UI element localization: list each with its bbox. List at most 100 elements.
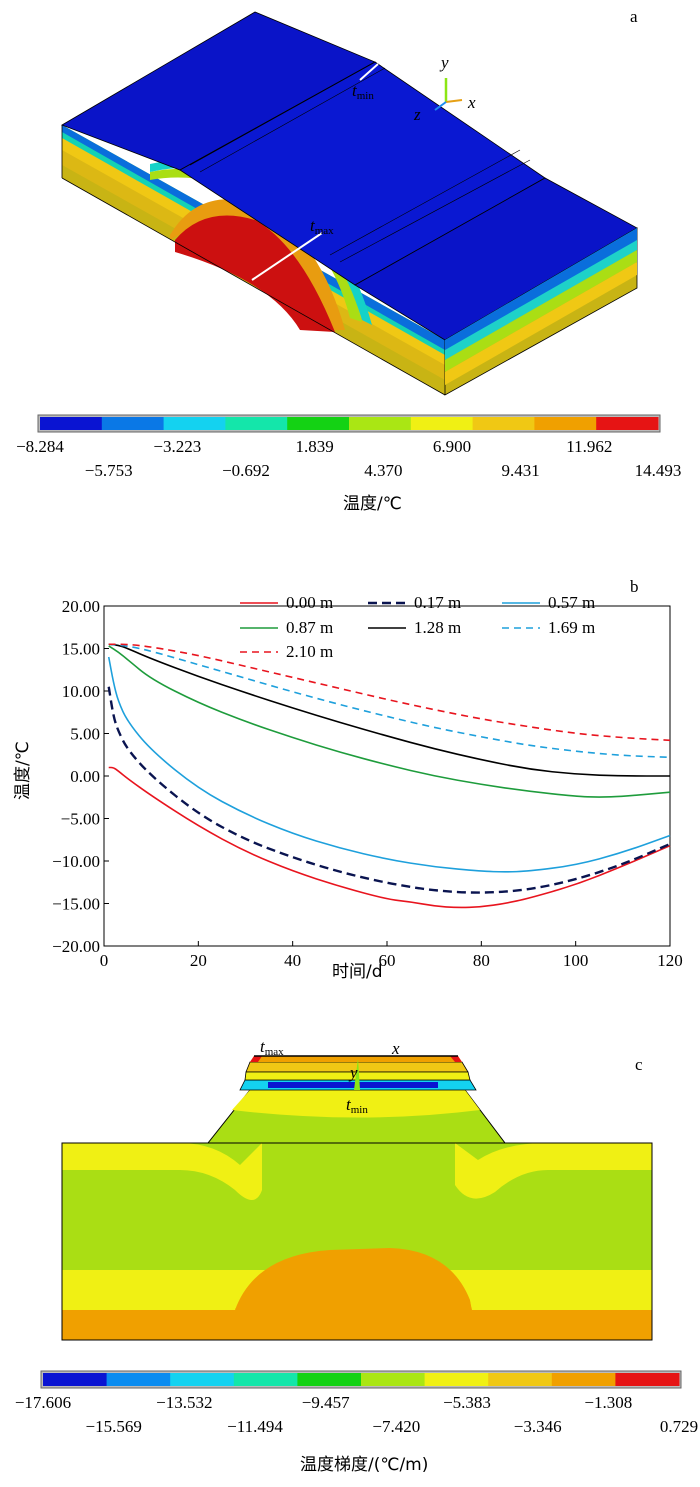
- legend-label: 2.10 m: [286, 642, 333, 661]
- colorbar-c-tick-label: −7.420: [372, 1417, 420, 1436]
- series-line-4: [108, 643, 670, 777]
- colorbar-a-tick-label: 9.431: [502, 461, 540, 480]
- colorbar-a-tick-label: −5.753: [85, 461, 133, 480]
- axis-x-label-a: x: [467, 93, 476, 112]
- t-max-label-c: tmax: [260, 1037, 284, 1058]
- legend: 0.00 m 0.17 m 0.57 m 0.87 m 1.28 m 1.69 m 2.10…: [240, 593, 595, 661]
- colorbar-a-tick-label: −0.692: [222, 461, 270, 480]
- y-tick-label: 20.00: [62, 597, 100, 616]
- colorbar-c-swatch: [551, 1373, 616, 1386]
- panel-c-letter: c: [635, 1055, 643, 1074]
- colorbar-a-swatch: [534, 417, 597, 430]
- colorbar-a-tick-label: −8.284: [16, 437, 64, 456]
- colorbar-c-tick-label: −3.346: [514, 1417, 562, 1436]
- colorbar-c-tick-label: −1.308: [584, 1393, 632, 1412]
- legend-label: 0.57 m: [548, 593, 595, 612]
- panel-b-letter: b: [630, 577, 639, 596]
- colorbar-a-swatch: [410, 417, 474, 430]
- subgrade-section: [61, 1142, 653, 1341]
- colorbar-c-tick-label: −17.606: [15, 1393, 71, 1412]
- colorbar-a-swatch: [225, 417, 288, 430]
- t-max-leader: [251, 232, 323, 281]
- colorbar-c-tick-label: −11.494: [227, 1417, 283, 1436]
- colorbar-a-tick-label: −3.223: [153, 437, 201, 456]
- t-min-label-a: tmin: [352, 81, 374, 102]
- x-tick-label: 0: [100, 951, 109, 970]
- colorbar-c-tick-label: −9.457: [302, 1393, 350, 1412]
- colorbar-c-label: 温度梯度/(℃/m): [300, 1455, 428, 1475]
- axis-y-label-a: y: [439, 53, 449, 72]
- t-max-label-a: tmax: [310, 216, 334, 237]
- series-line-1: [107, 686, 671, 894]
- legend-label: 0.17 m: [414, 593, 461, 612]
- colorbar-a-label: 温度/℃: [343, 494, 402, 514]
- y-axis: 20.00 15.00 10.00 5.00 0.00 −5.00 −10.00 −15.00…: [52, 597, 109, 956]
- y-tick-label: 15.00: [62, 640, 100, 659]
- panel-c: c: [15, 1037, 698, 1475]
- x-tick-label: 100: [563, 951, 589, 970]
- series-line-3: [108, 645, 671, 798]
- colorbar-c-swatch: [361, 1373, 426, 1386]
- colorbar-a-swatch: [163, 417, 226, 430]
- plot-frame: [103, 605, 671, 947]
- y-tick-label: 5.00: [70, 725, 100, 744]
- y-tick-label: −20.00: [52, 937, 100, 956]
- panel-a-letter: a: [630, 7, 638, 26]
- colorbar-c-swatch: [106, 1373, 171, 1386]
- axis-triad-a: y x z: [413, 53, 476, 124]
- axis-z-label-a: z: [413, 105, 421, 124]
- x-tick-label: 60: [379, 951, 396, 970]
- colorbar-c-swatch: [488, 1373, 553, 1386]
- x-tick-label: 80: [473, 951, 490, 970]
- colorbar-a-tick-label: 14.493: [635, 461, 682, 480]
- x-tick-label: 40: [284, 951, 301, 970]
- colorbar-c-swatch: [424, 1373, 489, 1386]
- colorbar-a-swatch: [101, 417, 165, 430]
- x-axis: 0 20 40 60 80 100 120: [100, 941, 683, 970]
- colorbar-c-swatch: [615, 1373, 680, 1386]
- t-min-leader: [359, 63, 379, 81]
- colorbar-c-swatch: [43, 1373, 108, 1386]
- series-line-2: [107, 656, 671, 873]
- t-min-label-c: tmin: [346, 1095, 368, 1116]
- colorbar-a-swatch: [349, 417, 412, 430]
- colorbar-c: −17.606 −13.532 −9.457 −5.383 −1.308 −15.569 −…: [15, 1370, 698, 1436]
- panel-a: a tmin: [16, 7, 681, 514]
- y-tick-label: −15.00: [52, 895, 100, 914]
- legend-label: 1.28 m: [414, 618, 461, 637]
- x-tick-label: 120: [657, 951, 683, 970]
- colorbar-a-tick-label: 6.900: [433, 437, 471, 456]
- colorbar-a-swatch: [287, 417, 350, 430]
- colorbar-a: −8.284 −3.223 1.839 6.900 11.962 −5.753 −0.692…: [16, 414, 682, 480]
- legend-label: 0.00 m: [286, 593, 333, 612]
- model-3d-front-face: [62, 125, 445, 395]
- colorbar-c-swatch: [233, 1373, 298, 1386]
- colorbar-a-tick-label: 1.839: [296, 437, 334, 456]
- colorbar-c-tick-label: 0.729: [660, 1417, 698, 1436]
- legend-label: 1.69 m: [548, 618, 595, 637]
- colorbar-a-swatch: [596, 417, 659, 430]
- y-tick-label: 10.00: [62, 682, 100, 701]
- colorbar-c-tick-label: −15.569: [85, 1417, 141, 1436]
- y-axis-title: 温度/℃: [13, 741, 33, 800]
- panel-b: b 20.00 15.00 10.00 5.00 0.00 −5.00 −10.00 −15.…: [13, 577, 683, 982]
- axis-x-label-c: x: [391, 1039, 400, 1058]
- colorbar-c-tick-label: −13.532: [156, 1393, 212, 1412]
- series-line-5: [108, 643, 671, 759]
- colorbar-a-swatch: [40, 417, 103, 430]
- y-tick-label: −5.00: [61, 810, 100, 829]
- colorbar-c-swatch: [297, 1373, 362, 1386]
- colorbar-a-swatch: [472, 417, 535, 430]
- x-axis-title: 时间/d: [332, 962, 383, 982]
- axis-y-label-c: y: [348, 1063, 358, 1082]
- series-group: [107, 643, 671, 909]
- y-tick-label: −10.00: [52, 852, 100, 871]
- colorbar-a-tick-label: 11.962: [566, 437, 612, 456]
- colorbar-a-tick-label: 4.370: [364, 461, 402, 480]
- colorbar-c-tick-label: −5.383: [443, 1393, 491, 1412]
- legend-label: 0.87 m: [286, 618, 333, 637]
- x-tick-label: 20: [190, 951, 207, 970]
- y-tick-label: 0.00: [70, 767, 100, 786]
- series-line-0: [108, 766, 671, 909]
